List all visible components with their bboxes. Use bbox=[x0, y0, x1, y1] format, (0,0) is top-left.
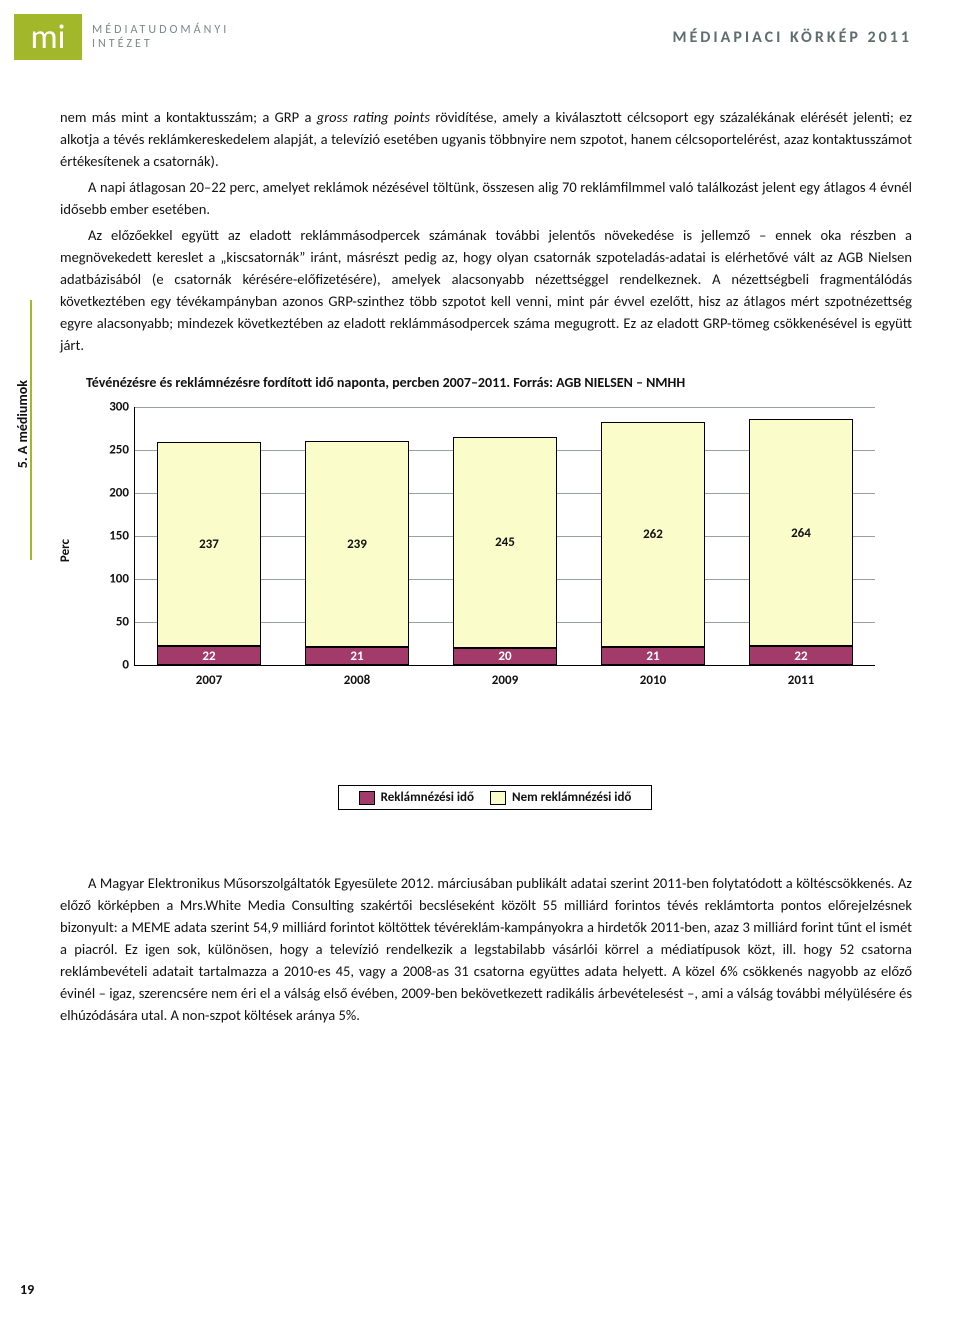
chart-legend: Reklámnézési idő Nem reklámnézési idő bbox=[78, 785, 912, 810]
p1a: nem más mint a kontaktusszám; a GRP a bbox=[60, 108, 317, 126]
x-label: 2007 bbox=[157, 673, 261, 688]
y-axis-label: Perc bbox=[58, 539, 73, 562]
paragraph-4: A Magyar Elektronikus Műsorszolgáltatók … bbox=[60, 872, 912, 1026]
legend-label: Reklámnézési idő bbox=[381, 790, 474, 805]
chart-title: Tévénézésre és reklámnézésre fordított i… bbox=[86, 374, 912, 391]
legend-swatch bbox=[490, 791, 506, 805]
section-tab: 5. A médiumok bbox=[14, 380, 31, 468]
chart-container: Perc 05010015020025030022237200721239200… bbox=[78, 399, 912, 810]
bar-value-top: 237 bbox=[157, 537, 261, 552]
bar-value-top: 239 bbox=[305, 537, 409, 552]
header-title: MÉDIAPIACI KÖRKÉP 2011 bbox=[673, 28, 912, 47]
y-tick: 50 bbox=[93, 615, 129, 630]
logo-institute: MÉDIATUDOMÁNYI INTÉZET bbox=[92, 23, 229, 51]
bar-value-bottom: 20 bbox=[453, 649, 557, 664]
paragraph-1: nem más mint a kontaktusszám; a GRP a gr… bbox=[60, 106, 912, 172]
y-tick: 100 bbox=[93, 572, 129, 587]
y-tick: 300 bbox=[93, 400, 129, 415]
legend-swatch bbox=[359, 791, 375, 805]
paragraph-3: Az előzőekkel együtt az eladott reklámmá… bbox=[60, 224, 912, 356]
logo-side-line2: INTÉZET bbox=[92, 37, 229, 51]
bar-value-top: 264 bbox=[749, 526, 853, 541]
logo-mark: mi bbox=[14, 14, 82, 60]
legend-label: Nem reklámnézési idő bbox=[512, 790, 631, 805]
logo: mi MÉDIATUDOMÁNYI INTÉZET bbox=[14, 14, 229, 60]
body-text: nem más mint a kontaktusszám; a GRP a gr… bbox=[60, 106, 912, 356]
bar-value-top: 245 bbox=[453, 535, 557, 550]
legend-item: Reklámnézési idő bbox=[359, 790, 474, 805]
x-label: 2010 bbox=[601, 673, 705, 688]
bar-value-bottom: 22 bbox=[157, 649, 261, 664]
x-label: 2009 bbox=[453, 673, 557, 688]
logo-text: mi bbox=[31, 17, 66, 58]
page-number: 19 bbox=[20, 1281, 34, 1298]
y-tick: 200 bbox=[93, 486, 129, 501]
legend-item: Nem reklámnézési idő bbox=[490, 790, 631, 805]
y-tick: 250 bbox=[93, 443, 129, 458]
logo-side-line1: MÉDIATUDOMÁNYI bbox=[92, 23, 229, 37]
y-tick: 0 bbox=[93, 658, 129, 673]
paragraph-2: A napi átlagosan 20–22 perc, amelyet rek… bbox=[60, 176, 912, 220]
bar-value-top: 262 bbox=[601, 527, 705, 542]
bar-value-bottom: 21 bbox=[601, 649, 705, 664]
bar-value-bottom: 21 bbox=[305, 649, 409, 664]
bar-value-bottom: 22 bbox=[749, 649, 853, 664]
p1-italic: gross rating points bbox=[317, 108, 430, 126]
x-label: 2008 bbox=[305, 673, 409, 688]
y-tick: 150 bbox=[93, 529, 129, 544]
footer-text: A Magyar Elektronikus Műsorszolgáltatók … bbox=[60, 872, 912, 1026]
chart-plot-area: 0501001502002503002223720072123920082024… bbox=[134, 407, 875, 666]
gridline bbox=[135, 407, 875, 408]
x-label: 2011 bbox=[749, 673, 853, 688]
